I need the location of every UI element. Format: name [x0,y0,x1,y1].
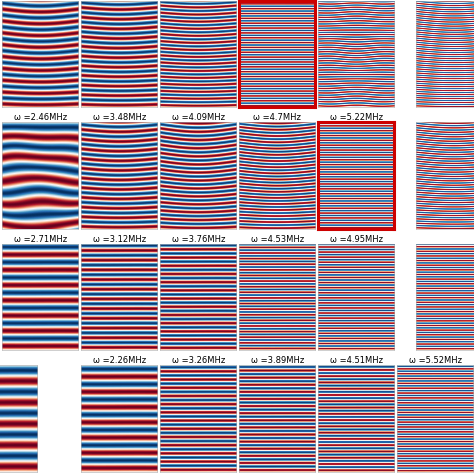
Title: ω =4.53MHz: ω =4.53MHz [251,235,304,244]
Title: ω =5.45MHz: ω =5.45MHz [251,0,304,1]
Title: ω =3.48MHz: ω =3.48MHz [93,113,146,122]
Title: ω =3.12MHz: ω =3.12MHz [93,235,146,244]
Title: ω =3.89MHz: ω =3.89MHz [251,356,304,365]
Title: ω =3.26MHz: ω =3.26MHz [172,356,225,365]
Title: ω =5.22MHz: ω =5.22MHz [329,113,383,122]
Title: ω =3.76MHz: ω =3.76MHz [172,235,225,244]
Title: ω =4.51MHz: ω =4.51MHz [329,356,383,365]
Title: ω =2.71MHz: ω =2.71MHz [14,235,67,244]
Title: ω =2.26MHz: ω =2.26MHz [93,356,146,365]
Title: ω =4.09MHz: ω =4.09MHz [172,113,225,122]
Title: ω =4.7MHz: ω =4.7MHz [253,113,301,122]
Title: ω =4.2MHz: ω =4.2MHz [95,0,143,1]
Title: ω =3.72MHz: ω =3.72MHz [14,0,67,1]
Title: ω =5.52MHz: ω =5.52MHz [409,356,462,365]
Title: ω =2.46MHz: ω =2.46MHz [14,113,67,122]
Title: ω =4.9MHz: ω =4.9MHz [174,0,222,1]
Title: ω =6.66MHz: ω =6.66MHz [329,0,383,1]
Title: ω =4.95MHz: ω =4.95MHz [329,235,383,244]
